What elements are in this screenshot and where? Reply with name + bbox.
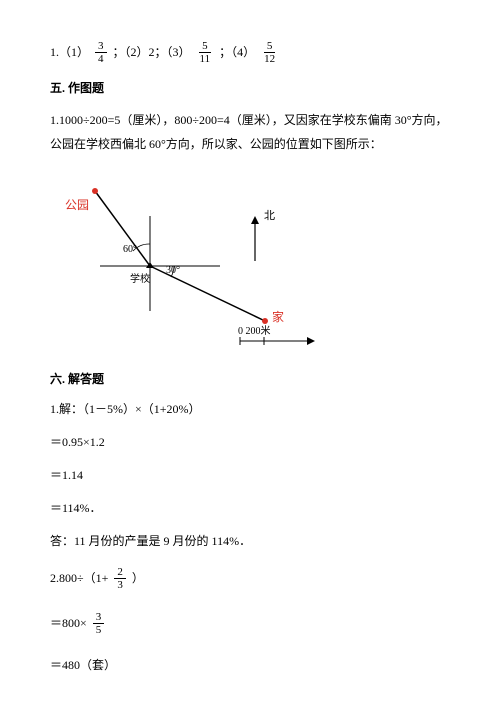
section-5-para: 1.1000÷200=5（厘米），800÷200=4（厘米），又因家在学校东偏南…: [50, 108, 450, 156]
q2-l2a: ＝800×: [50, 614, 87, 633]
diagram-svg: [60, 166, 320, 356]
frac-num: 5: [264, 40, 276, 53]
label-angle30: 30°: [166, 263, 180, 279]
label-scale: 0 200米: [238, 324, 271, 340]
label-angle60: 60°: [123, 242, 137, 258]
frac-num: 3: [95, 40, 107, 53]
q2-line1: 2.800÷（1+ 2 3 ）: [50, 566, 450, 591]
p1-mid1: ；（2）2；（3）: [113, 43, 191, 62]
frac-num: 3: [93, 611, 105, 624]
diagram-container: 公园 家 学校 北 60° 30° 0 200米: [60, 166, 320, 356]
fraction-3-5: 3 5: [93, 611, 105, 636]
section-6-title: 六. 解答题: [50, 370, 450, 389]
frac-num: 2: [114, 566, 126, 579]
frac-den: 4: [95, 53, 107, 65]
q1-line4: ＝114%．: [50, 499, 450, 518]
p1-mid2: ；（4）: [219, 43, 255, 62]
label-park: 公园: [65, 196, 89, 215]
frac-num: 5: [199, 40, 211, 53]
q1-line1: 1.解：（1－5%）×（1+20%）: [50, 400, 450, 419]
q2-line3: ＝480（套）: [50, 656, 450, 675]
section-5-title: 五. 作图题: [50, 79, 450, 98]
frac-den: 3: [114, 579, 126, 591]
q2-l1b: ）: [132, 569, 144, 588]
fraction-2-3: 2 3: [114, 566, 126, 591]
label-school: 学校: [130, 272, 150, 288]
q1-line2: ＝0.95×1.2: [50, 433, 450, 452]
problem-1-line: 1.（1） 3 4 ；（2）2；（3） 5 11 ；（4） 5 12: [50, 40, 450, 65]
label-home: 家: [272, 308, 284, 327]
frac-den: 5: [93, 624, 105, 636]
fraction-3-4: 3 4: [95, 40, 107, 65]
frac-den: 12: [261, 53, 278, 65]
p1-prefix: 1.（1）: [50, 43, 89, 62]
fraction-5-12: 5 12: [261, 40, 278, 65]
q2-l1a: 2.800÷（1+: [50, 569, 108, 588]
label-north: 北: [264, 208, 275, 226]
q1-line3: ＝1.14: [50, 466, 450, 485]
fraction-5-11: 5 11: [197, 40, 214, 65]
frac-den: 11: [197, 53, 214, 65]
q1-answer: 答：11 月份的产量是 9 月份的 114%．: [50, 532, 450, 551]
q2-line2: ＝800× 3 5: [50, 611, 450, 636]
